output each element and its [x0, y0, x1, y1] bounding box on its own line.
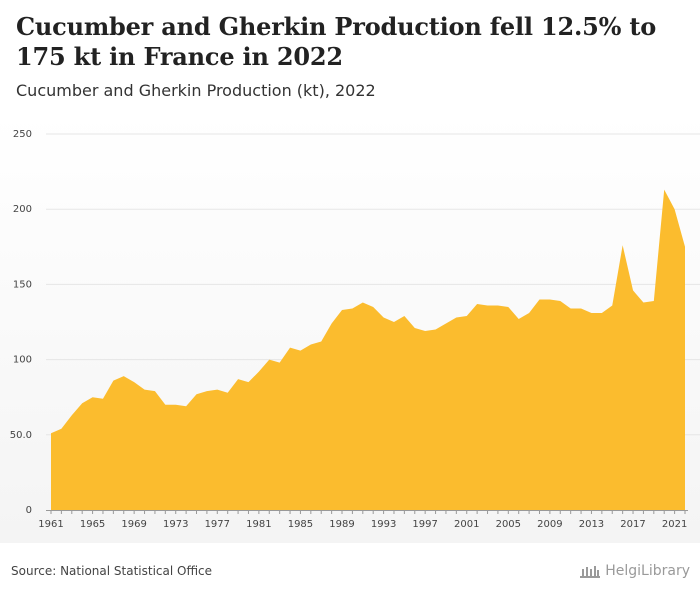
- y-tick-label-100: 100: [13, 355, 32, 366]
- x-tick-label-1993: 1993: [371, 519, 396, 530]
- x-tick-label-1965: 1965: [80, 519, 105, 530]
- chart-title: Cucumber and Gherkin Production fell 12.…: [16, 12, 657, 71]
- x-tick-label-1977: 1977: [205, 519, 230, 530]
- x-tick-label-1981: 1981: [246, 519, 271, 530]
- x-tick-label-2017: 2017: [620, 519, 645, 530]
- y-axis-labels: 0 50.0 100 150 200 250: [10, 129, 32, 516]
- area-layer: [51, 189, 685, 510]
- x-tick-label-2005: 2005: [496, 519, 521, 530]
- x-tick-label-1973: 1973: [163, 519, 188, 530]
- x-axis-labels: 1961 1965 1969 1973 1977 1981 1985 1989 1993 1997…: [38, 519, 687, 530]
- y-tick-label-0: 0: [26, 505, 32, 516]
- brand-name: HelgiLibrary: [605, 563, 690, 579]
- y-tick-label-150: 150: [13, 279, 32, 290]
- chart-subtitle: Cucumber and Gherkin Production (kt), 20…: [16, 81, 376, 100]
- y-tick-label-200: 200: [13, 204, 32, 215]
- x-tick-label-1989: 1989: [329, 519, 354, 530]
- x-tick-label-1961: 1961: [38, 519, 63, 530]
- area-series[interactable]: [51, 189, 685, 510]
- x-tick-label-2021: 2021: [662, 519, 687, 530]
- x-axis: [46, 510, 688, 514]
- x-tick-label-1997: 1997: [412, 519, 437, 530]
- library-icon: [580, 566, 601, 578]
- brand-logo[interactable]: HelgiLibrary: [579, 561, 690, 581]
- x-tick-label-1969: 1969: [121, 519, 146, 530]
- x-tick-label-2001: 2001: [454, 519, 479, 530]
- y-tick-label-250: 250: [13, 129, 32, 140]
- x-tick-label-2013: 2013: [579, 519, 604, 530]
- x-tick-label-1985: 1985: [288, 519, 313, 530]
- x-tick-label-2009: 2009: [537, 519, 562, 530]
- source-note: Source: National Statistical Office: [11, 564, 213, 578]
- y-tick-label-50: 50.0: [10, 430, 32, 441]
